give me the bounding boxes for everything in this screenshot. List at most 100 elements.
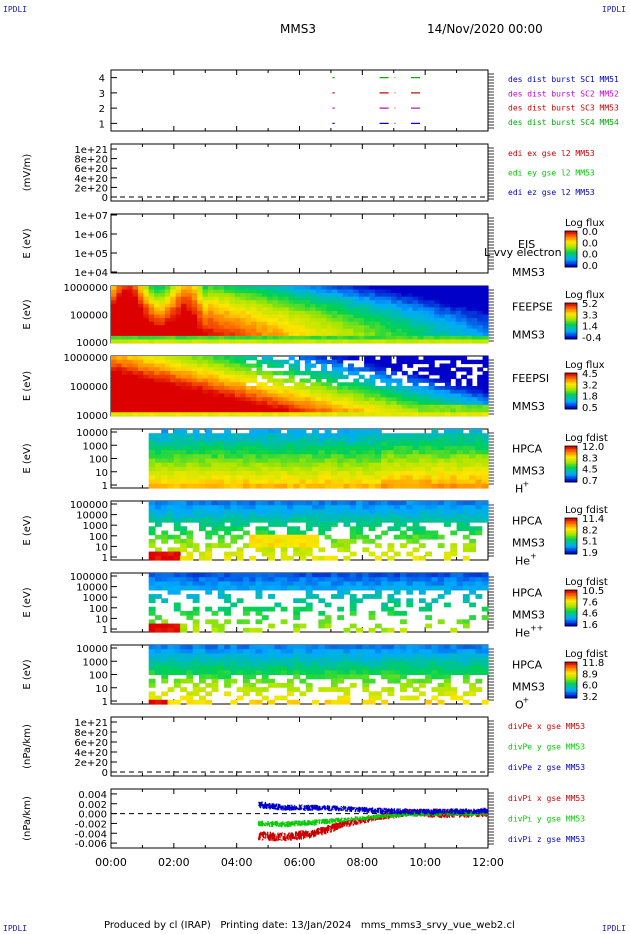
spectrogram-cell — [272, 307, 279, 312]
spectrogram-cell — [353, 300, 360, 305]
spectrogram-cell — [318, 526, 326, 532]
spectrogram-cell — [217, 674, 225, 680]
spectrogram-cell — [148, 359, 155, 365]
spectrogram-cell — [418, 573, 426, 578]
spectrogram-cell — [186, 555, 194, 561]
spectrogram-cell — [261, 471, 269, 476]
colorbar-cell — [565, 377, 577, 380]
spectrogram-cell — [240, 374, 247, 380]
spectrogram-cell — [251, 296, 258, 301]
spectrogram-cell — [312, 581, 319, 587]
spectrogram-cell — [342, 303, 349, 308]
spectrogram-cell — [256, 389, 263, 395]
spectrogram-cell — [368, 594, 376, 599]
spectrogram-cell — [161, 573, 169, 578]
spectrogram-cell — [444, 429, 451, 434]
spectrogram-cell — [173, 462, 181, 468]
spectrogram-cell — [450, 339, 457, 344]
spectrogram-cell — [439, 286, 446, 291]
spectrogram-cell — [143, 408, 150, 413]
spectrogram-cell — [321, 303, 328, 308]
spacecraft-label: MMS3 — [512, 329, 545, 342]
spectrogram-cell — [369, 328, 376, 333]
spectrogram-cell — [401, 303, 408, 308]
spectrogram-cell — [412, 374, 419, 380]
spectrogram-cell — [368, 645, 376, 650]
spectrogram-cell — [170, 359, 177, 365]
spectrogram-cell — [217, 441, 225, 447]
spectrogram-cell — [186, 445, 194, 451]
spectrogram-cell — [374, 389, 381, 395]
spectrogram-cell — [481, 433, 489, 439]
spectrogram-cell — [148, 551, 156, 557]
spectrogram-cell — [444, 437, 451, 443]
spectrogram-cell — [173, 653, 181, 659]
spectrogram-cell — [205, 466, 213, 472]
colorbar-cell — [565, 524, 577, 526]
colorbar-cell — [565, 552, 577, 555]
spectrogram-cell — [481, 577, 489, 583]
spectrogram-cell — [186, 466, 194, 472]
spectrogram-cell — [337, 454, 345, 460]
spectrogram-cell — [387, 610, 395, 616]
spectrogram-cell — [299, 534, 307, 540]
spectrogram-cell — [412, 466, 420, 472]
spectrogram-cell — [224, 682, 231, 688]
spectrogram-cell — [462, 462, 470, 468]
spectrogram-cell — [274, 479, 282, 485]
spectrogram-cell — [267, 318, 274, 323]
spectrogram-cell — [374, 513, 382, 519]
spectrogram-cell — [434, 371, 441, 376]
spectrogram-cell — [417, 397, 424, 402]
spectrogram-cell — [343, 577, 351, 583]
spectrogram-cell — [249, 627, 257, 633]
legend-entry: divPe y gse MM53 — [508, 743, 585, 752]
spectrogram-cell — [192, 501, 200, 506]
spectrogram-cell — [423, 359, 430, 365]
spectrogram-cell — [385, 325, 392, 330]
spectrogram-cell — [186, 594, 194, 599]
spectrogram-cell — [143, 389, 150, 395]
spectrogram-cell — [230, 645, 238, 650]
spectrogram-cell — [337, 450, 345, 455]
spectrogram-cell — [477, 359, 484, 365]
spectrogram-cell — [154, 573, 162, 578]
spectrogram-cell — [186, 286, 193, 291]
spectrogram-cell — [167, 433, 175, 439]
spectrogram-cell — [267, 401, 274, 406]
colorbar-cell — [565, 591, 577, 594]
spectrogram-cell — [391, 321, 398, 326]
spectrogram-cell — [342, 408, 349, 413]
spectrogram-cell — [337, 674, 345, 680]
spectrogram-cell — [288, 307, 295, 312]
colorbar-title: Log fdist — [565, 505, 608, 516]
spectrogram-cell — [337, 408, 344, 413]
spectrogram-cell — [261, 445, 269, 451]
corner-label-bl: IPDLI — [3, 924, 28, 933]
spectrogram-cell — [283, 318, 290, 323]
spectrogram-cell — [393, 666, 401, 671]
spectrogram-cell — [268, 666, 275, 671]
y-tick-label: 1000 — [83, 593, 108, 604]
spectrogram-cell — [481, 501, 489, 506]
spectrogram-cell — [471, 401, 478, 406]
spectrogram-cell — [364, 310, 371, 316]
spectrogram-cell — [205, 551, 213, 557]
spectrogram-cell — [326, 382, 333, 387]
spectrogram-cell — [444, 371, 451, 376]
spectrogram-cell — [207, 289, 214, 294]
spectrogram-cell — [482, 389, 489, 395]
spectrogram-cell — [148, 479, 156, 485]
spectrogram-cell — [173, 479, 181, 485]
spectrogram-cell — [173, 606, 181, 612]
spectrogram-cell — [288, 286, 295, 291]
spectrogram-cell — [444, 393, 451, 398]
spectrogram-cell — [418, 543, 426, 548]
spectrogram-cell — [205, 458, 213, 464]
spectrogram-cell — [224, 577, 231, 583]
spectrogram-cell — [286, 657, 294, 663]
spectrogram-cell — [217, 543, 225, 548]
spectrogram-cell — [304, 363, 311, 368]
spectrogram-cell — [268, 606, 275, 612]
spectrogram-cell — [374, 454, 382, 460]
